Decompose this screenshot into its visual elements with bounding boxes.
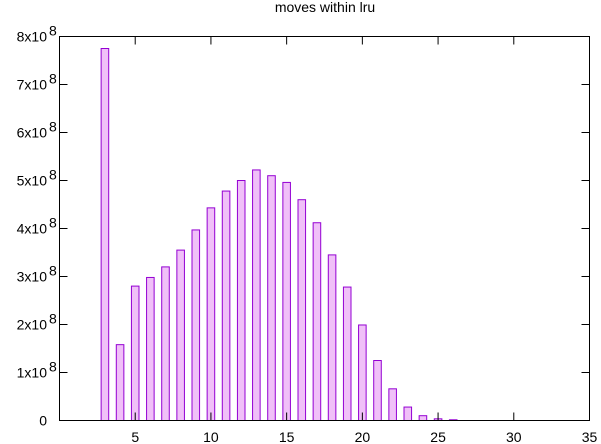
x-tick-label: 10 (203, 429, 219, 444)
y-tick-label: 2x10 (17, 317, 48, 333)
bar (176, 249, 185, 421)
bar (373, 360, 382, 421)
bar (161, 266, 170, 421)
bar (115, 344, 125, 421)
ticks-group (59, 36, 590, 421)
bar (418, 415, 428, 422)
x-tick-label: 30 (506, 429, 522, 444)
y-tick-label: 4x10 (17, 221, 48, 237)
bar (403, 406, 413, 421)
bar (388, 388, 397, 422)
x-tick-label: 25 (430, 429, 446, 444)
bar (282, 181, 291, 421)
x-axis-labels: 5 10 15 20 25 30 35 (131, 429, 597, 444)
y-tick-exponent: 8 (49, 167, 57, 183)
y-tick-exponent: 8 (49, 311, 57, 327)
y-tick-exponent: 8 (49, 359, 57, 375)
bar (191, 229, 201, 421)
bar (297, 199, 307, 421)
y-tick-exponent: 8 (49, 215, 57, 231)
x-tick-label: 5 (131, 429, 139, 444)
bar (236, 180, 246, 421)
y-tick-label: 6x10 (17, 125, 48, 141)
bar (342, 286, 352, 421)
bars-group (100, 48, 458, 422)
bar (206, 207, 216, 421)
bar (100, 48, 110, 421)
bar (130, 285, 140, 421)
y-tick-label: 0 (39, 413, 47, 429)
y-tick-label: 8x10 (17, 29, 48, 45)
bar (358, 324, 367, 422)
chart-title: moves within lru (275, 0, 375, 15)
y-tick-label: 5x10 (17, 173, 48, 189)
bar (312, 222, 322, 421)
y-tick-exponent: 8 (49, 23, 57, 39)
y-tick-exponent: 8 (49, 71, 57, 87)
bar (267, 175, 276, 421)
bar (252, 169, 261, 421)
y-tick-label: 1x10 (17, 365, 48, 381)
y-tick-label: 3x10 (17, 269, 48, 285)
x-tick-label: 20 (355, 429, 371, 444)
x-tick-label: 15 (279, 429, 295, 444)
bar (146, 276, 155, 421)
x-tick-label: 35 (582, 429, 598, 444)
y-tick-exponent: 8 (49, 119, 57, 135)
bar (327, 254, 337, 421)
y-tick-label: 7x10 (17, 77, 48, 93)
y-tick-exponent: 8 (49, 263, 57, 279)
bar (221, 190, 231, 421)
